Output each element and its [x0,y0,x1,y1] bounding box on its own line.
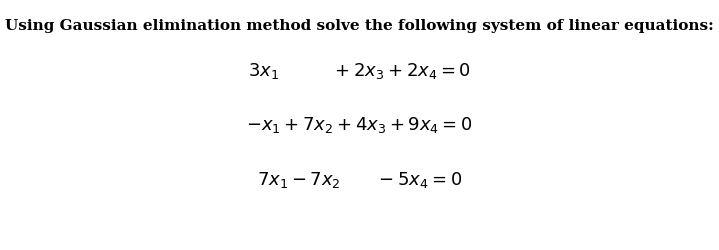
Text: Using Gaussian elimination method solve the following system of linear equations: Using Gaussian elimination method solve … [5,19,714,33]
Text: $7x_1 - 7x_2 \qquad - 5x_4 = 0$: $7x_1 - 7x_2 \qquad - 5x_4 = 0$ [257,170,462,189]
Text: $3x_1 \qquad\quad + 2x_3 + 2x_4 = 0$: $3x_1 \qquad\quad + 2x_3 + 2x_4 = 0$ [248,61,471,80]
Text: $-x_1 + 7x_2 + 4x_3 + 9x_4 = 0$: $-x_1 + 7x_2 + 4x_3 + 9x_4 = 0$ [246,115,473,135]
